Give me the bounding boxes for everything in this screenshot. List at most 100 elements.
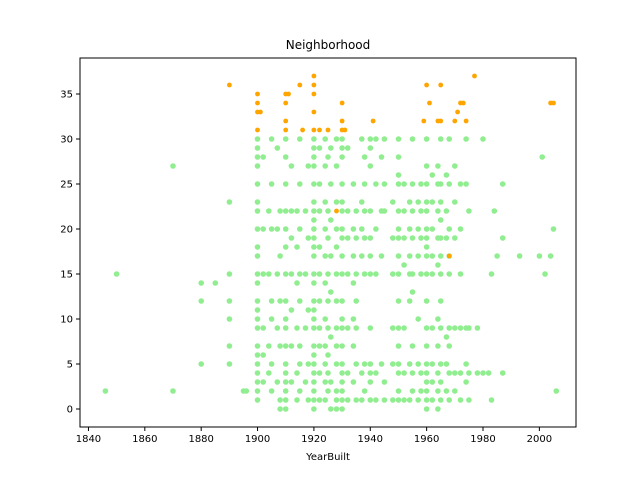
data-point <box>317 127 322 133</box>
data-point <box>333 136 340 142</box>
data-point <box>437 136 444 142</box>
data-point <box>170 163 176 169</box>
y-tick-label: 5 <box>67 360 73 371</box>
data-point <box>367 271 374 277</box>
data-point <box>443 208 450 214</box>
data-point <box>294 280 300 286</box>
data-point <box>423 361 430 367</box>
data-point <box>378 253 385 259</box>
data-point <box>457 325 464 331</box>
x-tick-label: 1980 <box>470 434 495 445</box>
data-point <box>294 244 300 250</box>
data-point <box>311 235 317 241</box>
data-point <box>333 226 340 232</box>
data-point <box>268 298 275 304</box>
data-point <box>266 208 272 214</box>
data-point <box>395 343 402 349</box>
data-point <box>258 109 263 115</box>
x-tick-label: 1940 <box>358 434 383 445</box>
data-point <box>409 235 416 241</box>
data-point <box>328 289 334 295</box>
data-point <box>294 208 300 214</box>
data-points <box>102 73 560 412</box>
data-point <box>325 154 331 160</box>
data-point <box>367 379 374 385</box>
data-point <box>305 361 312 367</box>
data-point <box>294 370 300 376</box>
data-point <box>328 253 334 259</box>
data-point <box>333 163 340 169</box>
data-point <box>423 388 430 394</box>
data-point <box>288 163 295 169</box>
data-point <box>254 388 261 394</box>
data-point <box>325 352 331 358</box>
data-point <box>311 307 317 313</box>
data-point <box>260 154 267 160</box>
data-point <box>381 181 388 187</box>
data-point <box>437 271 444 277</box>
data-point <box>359 136 365 142</box>
data-point <box>322 136 329 142</box>
data-point <box>316 208 323 214</box>
y-tick-label: 35 <box>60 90 73 101</box>
data-point <box>435 406 441 412</box>
data-point <box>401 325 407 331</box>
data-point <box>333 397 340 403</box>
data-point <box>254 163 261 169</box>
data-point <box>472 73 477 79</box>
data-point <box>316 343 323 349</box>
data-point <box>415 361 422 367</box>
data-point <box>429 379 436 385</box>
data-point <box>254 244 261 250</box>
data-point <box>322 343 329 349</box>
data-point <box>437 325 444 331</box>
data-point <box>406 226 413 232</box>
data-point <box>316 325 323 331</box>
data-point <box>463 361 469 367</box>
data-point <box>488 397 495 403</box>
data-point <box>415 226 422 232</box>
data-point <box>435 208 441 214</box>
data-point <box>268 136 275 142</box>
data-point <box>395 361 402 367</box>
data-point <box>325 370 331 376</box>
data-point <box>466 370 472 376</box>
data-point <box>282 136 289 142</box>
data-point <box>334 208 339 214</box>
data-point <box>311 208 317 214</box>
data-point <box>350 343 357 349</box>
y-tick-label: 15 <box>60 270 73 281</box>
data-point <box>226 343 233 349</box>
data-point <box>390 199 396 205</box>
data-point <box>322 361 329 367</box>
data-point <box>254 325 261 331</box>
data-point <box>311 217 317 223</box>
data-point <box>297 181 303 187</box>
data-point <box>455 109 460 115</box>
data-point <box>255 91 260 97</box>
data-point <box>423 406 430 412</box>
data-point <box>443 334 450 340</box>
data-point <box>460 100 466 106</box>
data-point <box>268 388 275 394</box>
data-point <box>282 271 289 277</box>
data-point <box>401 370 407 376</box>
data-point <box>305 307 312 313</box>
data-point <box>443 235 450 241</box>
data-point <box>254 253 261 259</box>
data-point <box>339 370 345 376</box>
y-axis: 0 5 10 15 20 25 30 35 <box>60 90 80 416</box>
data-point <box>367 370 374 376</box>
data-point <box>311 298 317 304</box>
data-point <box>339 208 345 214</box>
data-point <box>322 280 329 286</box>
y-tick-label: 20 <box>60 225 73 236</box>
data-point <box>367 136 374 142</box>
data-point <box>333 361 340 367</box>
data-point <box>226 298 233 304</box>
data-point <box>226 271 233 277</box>
data-point <box>423 397 430 403</box>
data-point <box>423 181 430 187</box>
data-point <box>283 127 289 133</box>
data-point <box>452 118 458 124</box>
